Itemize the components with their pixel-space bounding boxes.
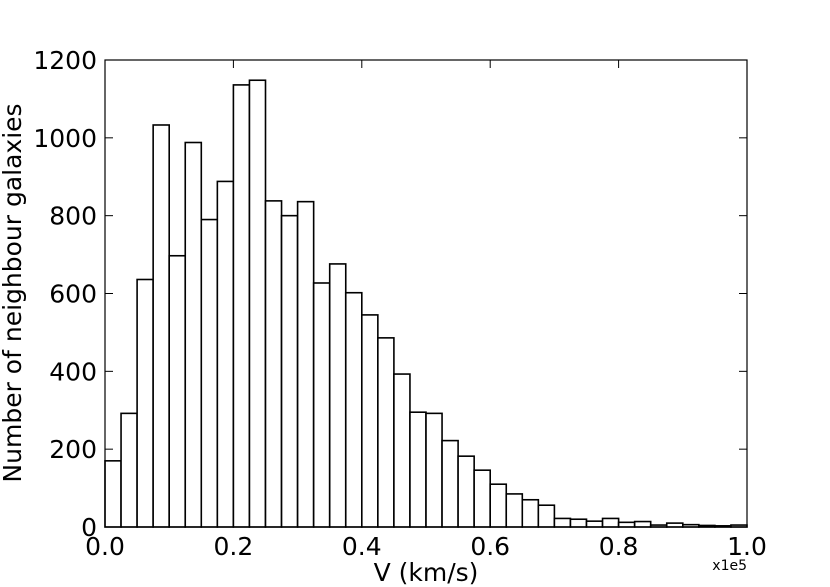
histogram-bar xyxy=(617,521,636,528)
histogram-bar xyxy=(489,483,508,528)
histogram-bar xyxy=(200,218,219,528)
histogram-bar xyxy=(441,439,459,528)
histogram-bar xyxy=(521,498,540,528)
histogram-bar xyxy=(328,263,347,528)
y-tick-label: 0 xyxy=(81,513,97,542)
histogram-bar xyxy=(344,291,363,528)
histogram-bar xyxy=(377,337,395,528)
ticks-group xyxy=(104,59,748,528)
tick-labels-group: 0.0 0.2 0.4 0.6 0.8 1.0 0 200 400 600 800 1000 1200 xyxy=(33,46,767,561)
histogram-bar xyxy=(585,520,604,528)
histogram-bar xyxy=(184,141,203,528)
x-offset-label: x1e5 xyxy=(712,558,747,574)
histogram-bar xyxy=(505,493,524,528)
histogram-bar xyxy=(457,455,475,528)
histogram-bar xyxy=(280,214,299,528)
x-tick-label: 0.4 xyxy=(342,532,382,561)
x-tick-label: 0.0 xyxy=(85,532,125,561)
histogram-bar xyxy=(120,412,138,528)
histogram-bar xyxy=(216,180,235,528)
bars-group xyxy=(104,79,748,528)
x-axis-label: V (km/s) xyxy=(374,558,479,587)
histogram-bar xyxy=(312,282,331,528)
histogram-bar xyxy=(569,518,588,528)
x-tick-label: 0.2 xyxy=(214,532,254,561)
histogram-bar xyxy=(553,517,572,528)
histogram-bar xyxy=(425,412,443,528)
histogram-bar xyxy=(136,278,154,528)
x-tick-label: 0.8 xyxy=(599,532,639,561)
histogram-bar xyxy=(168,254,187,528)
histogram-bar xyxy=(248,79,267,528)
histogram-bar xyxy=(296,200,315,528)
histogram-bar xyxy=(232,84,251,528)
histogram-bar xyxy=(264,200,283,528)
y-tick-label: 600 xyxy=(49,280,97,309)
histogram-bar xyxy=(409,411,427,528)
histogram-bar xyxy=(393,373,411,528)
y-tick-label: 800 xyxy=(49,202,97,231)
y-tick-label: 400 xyxy=(49,357,97,386)
y-tick-label: 1000 xyxy=(33,124,97,153)
histogram-bar xyxy=(537,504,556,528)
x-tick-label: 0.6 xyxy=(470,532,510,561)
histogram-bar xyxy=(601,517,620,528)
histogram-bar xyxy=(633,520,652,528)
histogram-bar xyxy=(104,460,122,528)
y-tick-label: 1200 xyxy=(33,46,97,75)
x-tick-label: 1.0 xyxy=(727,532,767,561)
histogram-bar xyxy=(473,469,491,528)
y-tick-label: 200 xyxy=(49,435,97,464)
y-axis-label: Number of neighbour galaxies xyxy=(0,103,27,482)
histogram-bar xyxy=(360,314,379,528)
histogram-bar xyxy=(152,124,170,528)
